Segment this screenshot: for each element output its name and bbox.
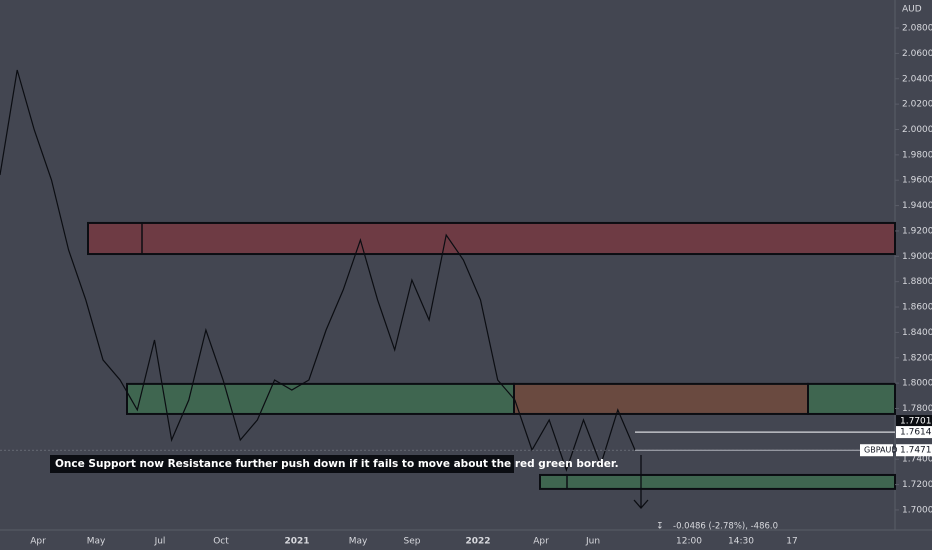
zone [87, 221, 896, 256]
price-label: 1.7471 [900, 446, 932, 456]
x-tick-label: Apr [30, 537, 46, 547]
measure-label: -0.0486 (-2.78%), -486.0 [673, 522, 778, 532]
x-tick-label: Jul [154, 537, 166, 547]
x-tick-label: 2021 [284, 537, 309, 547]
y-tick-label: 2.0800 [902, 24, 932, 34]
y-tick-label: 1.7200 [902, 480, 932, 490]
symbol-box [860, 444, 893, 457]
x-tick-label: 17 [786, 537, 797, 547]
price-label: 1.7701 [900, 417, 932, 427]
y-tick-label: 1.9800 [902, 150, 932, 160]
x-tick-label: Jun [585, 537, 600, 547]
measure-icon: ↧ [656, 522, 664, 532]
y-tick-label: 1.7800 [902, 404, 932, 414]
y-tick-label: 2.0000 [902, 125, 932, 135]
y-tick-label: 1.9400 [902, 201, 932, 211]
y-tick-label: 1.8400 [902, 328, 932, 338]
y-tick-label: 1.9000 [902, 252, 932, 262]
x-tick-label: 2022 [465, 537, 490, 547]
y-tick-label: 1.9600 [902, 176, 932, 186]
y-tick-label: 2.0200 [902, 100, 932, 110]
symbol-label: GBPAUD [864, 446, 898, 455]
annotation: Once Support now Resistance further push… [55, 458, 619, 470]
annotation-box [50, 455, 514, 473]
price-label: 1.7614 [900, 428, 932, 438]
zone [807, 382, 896, 415]
x-tick-label: Apr [533, 537, 549, 547]
price-label-box [896, 415, 932, 428]
y-tick-label: 1.8800 [902, 277, 932, 287]
zone [513, 382, 809, 415]
y-tick-label: 1.7000 [902, 505, 932, 515]
y-tick-label: 1.7400 [902, 455, 932, 465]
arrow-head [633, 499, 649, 509]
x-tick-label: 12:00 [676, 537, 702, 547]
x-tick-label: Oct [213, 537, 229, 547]
price-line [0, 69, 636, 472]
price-label-box [896, 444, 932, 457]
x-tick-label: 14:30 [728, 537, 754, 547]
y-tick-label: 2.0600 [902, 49, 932, 59]
y-tick-label: 1.8000 [902, 379, 932, 389]
y-tick-label: 2.0400 [902, 74, 932, 84]
y-tick-label: 1.8200 [902, 353, 932, 363]
y-tick-label: 1.9200 [902, 226, 932, 236]
x-tick-label: May [87, 537, 106, 547]
price-label-box [896, 426, 932, 439]
x-tick-label: May [349, 537, 368, 547]
zone [539, 473, 896, 490]
y-tick-label: 1.8600 [902, 303, 932, 313]
axis-unit: AUD [902, 5, 922, 15]
x-tick-label: Sep [404, 537, 421, 547]
